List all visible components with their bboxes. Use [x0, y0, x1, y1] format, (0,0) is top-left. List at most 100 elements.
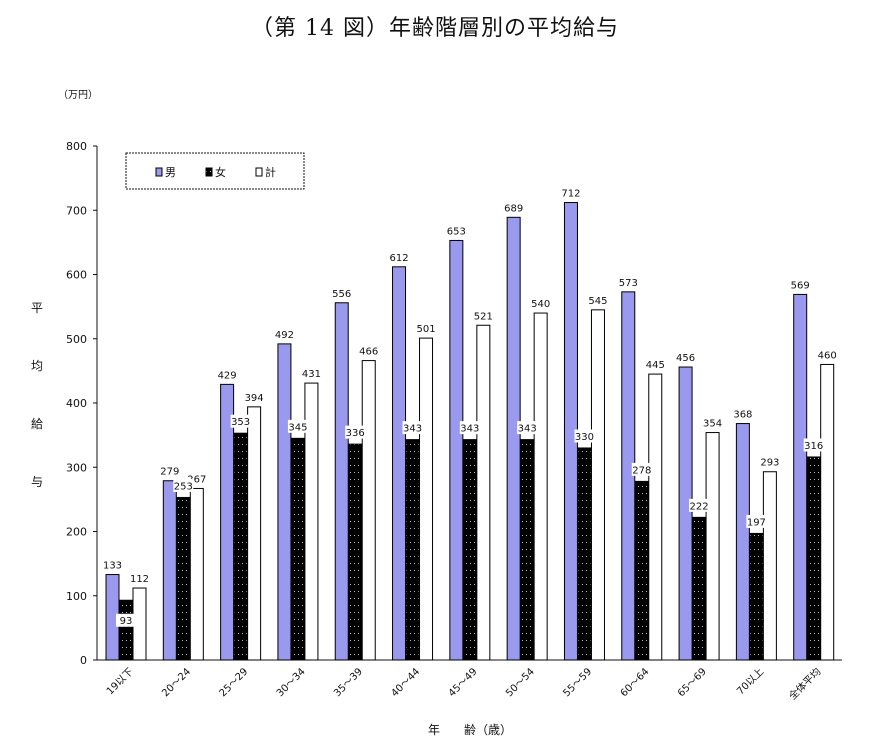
data-label-female: 222: [690, 501, 709, 512]
bar-男: [735, 423, 750, 661]
data-label-male: 368: [733, 410, 752, 421]
bar-女: [462, 439, 477, 661]
data-label-total: 521: [474, 311, 493, 322]
data-label-female-box: [689, 498, 710, 512]
data-label-male: 712: [561, 189, 580, 200]
data-label-female: 336: [346, 428, 365, 439]
bar-計: [820, 363, 835, 661]
bar-計: [705, 432, 720, 661]
data-label-female-box: [459, 421, 480, 435]
data-label-total: 540: [531, 299, 550, 310]
y-tick-label: 700: [66, 204, 87, 217]
data-label-female-box: [803, 438, 824, 452]
data-label-total: 501: [416, 324, 435, 335]
bar-男: [678, 366, 693, 661]
data-label-male: 133: [103, 561, 122, 572]
category-label: 40～44: [389, 666, 422, 699]
y-tick-label: 500: [66, 333, 87, 346]
data-label-female: 345: [288, 422, 307, 433]
data-label-total: 545: [588, 296, 607, 307]
y-axis-title-char: 給: [31, 417, 43, 431]
data-label-total: 112: [130, 574, 149, 585]
bar-女: [634, 480, 649, 661]
data-label-male: 556: [332, 289, 351, 300]
data-label-female: 343: [518, 424, 537, 435]
y-axis-title: 平均給与: [31, 301, 43, 489]
data-label-total: 354: [703, 419, 722, 430]
x-axis-title: 年 齢（歳）: [428, 722, 512, 737]
category-label: 55～59: [561, 666, 594, 699]
bar-男: [449, 239, 464, 661]
bar-計: [762, 471, 777, 661]
bar-計: [648, 373, 663, 661]
y-tick-label: 100: [66, 590, 87, 603]
y-tick-label: 800: [66, 140, 87, 153]
data-label-total: 394: [245, 393, 264, 404]
y-axis-title-char: 与: [31, 475, 43, 489]
y-tick-label: 0: [80, 654, 87, 667]
legend-label: 計: [265, 165, 276, 179]
data-label-female: 316: [804, 441, 823, 452]
legend-swatch: [155, 167, 163, 177]
bar-女: [520, 439, 535, 661]
data-label-total: 460: [818, 350, 837, 361]
legend-label: 女: [215, 165, 226, 179]
data-label-female-box: [402, 421, 423, 435]
data-label-total: 293: [760, 458, 779, 469]
data-label-female-box: [345, 425, 366, 439]
bar-女: [749, 532, 764, 661]
category-label: 全体平均: [786, 665, 823, 702]
data-label-female-box: [574, 429, 595, 443]
bar-男: [506, 216, 521, 661]
bar-男: [162, 480, 177, 661]
category-label: 25～29: [218, 666, 251, 699]
bar-男: [793, 293, 808, 661]
bar-女: [806, 456, 821, 661]
data-label-total: 431: [302, 369, 321, 380]
data-label-female: 278: [632, 465, 651, 476]
bar-女: [176, 496, 191, 661]
category-label: 70以上: [735, 666, 767, 698]
bar-計: [419, 337, 434, 661]
data-label-female: 93: [120, 616, 133, 627]
legend-swatch: [255, 167, 263, 177]
data-label-female-box: [116, 613, 136, 627]
bar-女: [348, 443, 363, 661]
bar-女: [290, 437, 305, 661]
category-label: 50～54: [504, 666, 537, 699]
data-label-female-box: [230, 414, 251, 428]
bar-女: [119, 599, 133, 661]
category-label: 35～39: [332, 666, 365, 699]
data-label-female-box: [517, 421, 538, 435]
data-label-total: 445: [646, 360, 665, 371]
data-label-female: 343: [403, 424, 422, 435]
legend-label: 男: [165, 166, 176, 179]
category-label: 19以下: [105, 666, 136, 697]
y-tick-label: 200: [66, 526, 87, 539]
category-label: 30～34: [275, 666, 308, 699]
bar-女: [405, 439, 420, 661]
bar-計: [189, 487, 204, 661]
data-label-male: 653: [447, 226, 466, 237]
category-label: 20～24: [160, 666, 193, 699]
data-label-female-box: [746, 514, 767, 528]
bar-計: [247, 406, 262, 661]
data-label-total: 267: [187, 474, 206, 485]
data-label-male: 492: [275, 330, 294, 341]
legend-swatch: [205, 167, 213, 177]
data-label-female: 330: [575, 432, 594, 443]
data-label-male: 429: [218, 370, 237, 381]
data-label-female: 353: [231, 417, 250, 428]
data-label-female-box: [631, 462, 652, 476]
bar-男: [621, 291, 636, 661]
chart-title: （第 14 図）年齢階層別の平均給与: [251, 16, 619, 41]
data-label-male: 569: [791, 280, 810, 291]
y-unit-label: （万円）: [58, 89, 98, 101]
data-label-male: 689: [504, 203, 523, 214]
y-axis-title-char: 均: [31, 359, 43, 373]
y-tick-label: 300: [66, 461, 87, 474]
bar-計: [476, 324, 491, 661]
data-label-female: 253: [174, 481, 193, 492]
bar-計: [361, 360, 376, 661]
